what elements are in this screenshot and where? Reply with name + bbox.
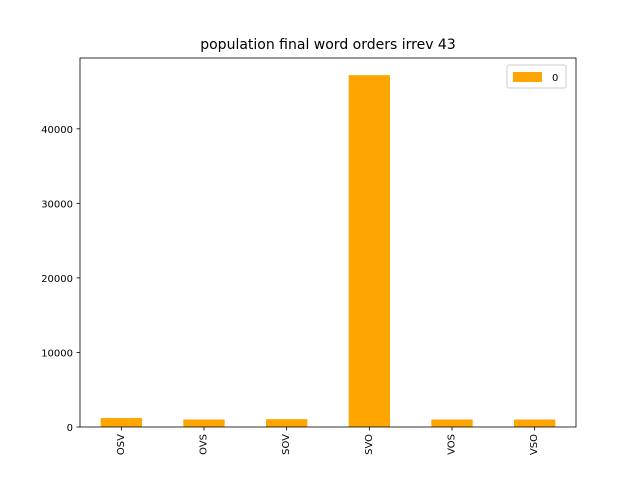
plot-frame — [79, 57, 577, 428]
bar-vos — [431, 419, 473, 427]
x-tick-label-sov: SOV — [281, 434, 292, 455]
y-tick-label: 0 — [67, 423, 73, 434]
y-tick-label: 30000 — [41, 199, 73, 210]
bar-sov — [266, 419, 308, 427]
x-tick-label-osv: OSV — [116, 434, 127, 455]
bar-osv — [100, 418, 142, 427]
chart-title: population final word orders irrev 43 — [200, 37, 456, 53]
x-tick-label-vos: VOS — [447, 434, 458, 455]
x-tick-label-ovs: OVS — [199, 434, 210, 455]
y-tick-label: 40000 — [41, 125, 73, 136]
x-tick-label-svo: SVO — [364, 434, 375, 455]
y-tick-label: 20000 — [41, 274, 73, 285]
bar-ovs — [183, 419, 225, 427]
legend: 0 — [506, 64, 567, 89]
legend-label: 0 — [552, 73, 558, 84]
bar-vso — [514, 419, 556, 427]
bars-layer — [100, 75, 556, 428]
legend-swatch — [513, 72, 542, 82]
y-tick-label: 10000 — [41, 348, 73, 359]
x-tick-label-vso: VSO — [529, 434, 540, 455]
axes-layer: 0 10000 20000 30000 40000 OSV OVS SOV SVO VOS VSO — [41, 57, 577, 455]
bar-svo — [348, 75, 390, 428]
